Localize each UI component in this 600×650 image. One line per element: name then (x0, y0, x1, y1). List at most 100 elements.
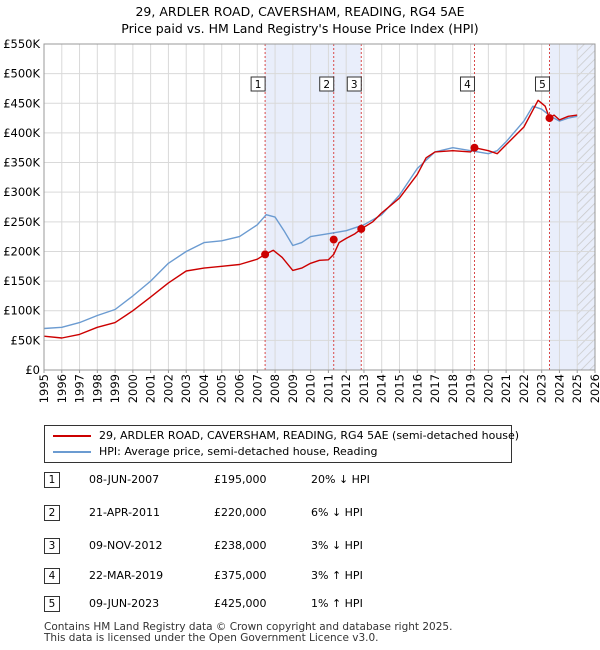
x-tick-label: 2017 (428, 374, 442, 403)
x-tick-label: 1996 (55, 374, 69, 403)
transaction-date: 09-JUN-2023 (89, 597, 160, 610)
transaction-hpi-diff: 20% ↓ HPI (311, 473, 370, 486)
sale-label: 4 (464, 79, 471, 91)
sale-point (470, 143, 479, 152)
x-tick-label: 2008 (268, 374, 282, 403)
y-tick-label: £200K (3, 244, 40, 258)
x-tick-label: 2023 (535, 374, 549, 403)
y-tick-label: £400K (3, 126, 40, 140)
legend: 29, ARDLER ROAD, CAVERSHAM, READING, RG4… (44, 425, 519, 463)
transaction-date: 21-APR-2011 (89, 506, 161, 519)
x-tick-label: 2011 (321, 374, 335, 403)
transaction-number: 5 (44, 596, 60, 612)
transaction-number: 2 (44, 505, 60, 521)
transaction-price: £425,000 (214, 597, 267, 610)
x-tick-label: 2020 (481, 374, 495, 403)
x-tick-label: 2001 (144, 374, 158, 403)
sale-point (357, 224, 366, 233)
x-tick-label: 2025 (570, 374, 584, 403)
x-tick-label: 2014 (375, 374, 389, 403)
y-tick-label: £100K (3, 304, 40, 318)
sale-label: 3 (351, 79, 358, 91)
forecast-hatch (577, 44, 595, 370)
sale-label-box (346, 76, 362, 92)
x-tick-label: 2002 (161, 374, 175, 403)
table-row: 3 09-NOV-2012 £238,000 3% ↓ HPI (44, 538, 444, 554)
sale-label-box (459, 76, 475, 92)
y-tick-label: £500K (3, 67, 40, 81)
transaction-date: 09-NOV-2012 (89, 539, 163, 552)
footer-licence: This data is licensed under the Open Gov… (44, 632, 379, 644)
x-tick-label: 2009 (286, 374, 300, 403)
transaction-hpi-diff: 3% ↓ HPI (311, 539, 363, 552)
sale-label-box (534, 76, 550, 92)
y-tick-label: £550K (3, 37, 40, 51)
transaction-price: £220,000 (214, 506, 267, 519)
transaction-hpi-diff: 3% ↑ HPI (311, 569, 363, 582)
y-tick-label: £150K (3, 274, 40, 288)
property-price-line (43, 99, 578, 339)
sale-label: 2 (323, 79, 330, 91)
x-tick-label: 1995 (37, 374, 51, 403)
sale-point (545, 114, 554, 123)
sale-point (329, 235, 338, 244)
footer-copyright: Contains HM Land Registry data © Crown c… (44, 621, 453, 633)
title-line-2: Price paid vs. HM Land Registry's House … (121, 21, 479, 36)
y-tick-label: £0 (25, 363, 40, 377)
x-tick-label: 2013 (357, 374, 371, 403)
x-tick-label: 2004 (197, 374, 211, 403)
gridlines (43, 43, 596, 371)
x-tick-label: 2003 (179, 374, 193, 403)
legend-swatch-property (53, 435, 91, 437)
sale-label-box (319, 76, 335, 92)
x-tick-label: 2005 (215, 374, 229, 403)
y-tick-label: £250K (3, 215, 40, 229)
x-tick-label: 1999 (108, 374, 122, 403)
x-tick-label: 2010 (304, 374, 318, 403)
transaction-number: 4 (44, 568, 60, 584)
x-tick-label: 2024 (552, 374, 566, 403)
transaction-number: 3 (44, 538, 60, 554)
title-line-1: 29, ARDLER ROAD, CAVERSHAM, READING, RG4… (135, 4, 465, 19)
shaded-range (265, 44, 362, 370)
table-row: 1 08-JUN-2007 £195,000 20% ↓ HPI (44, 472, 444, 488)
sale-label: 5 (539, 79, 546, 91)
x-tick-label: 2016 (410, 374, 424, 403)
table-row: 2 21-APR-2011 £220,000 6% ↓ HPI (44, 505, 444, 521)
sale-label-box (250, 76, 266, 92)
transaction-price: £375,000 (214, 569, 267, 582)
chart-background (44, 44, 595, 370)
transaction-hpi-diff: 1% ↑ HPI (311, 597, 363, 610)
sale-markers: 1 2 3 4 5 (250, 76, 554, 259)
y-tick-label: £50K (11, 333, 41, 347)
plot-frame (43, 43, 596, 371)
x-tick-label: 2015 (392, 374, 406, 403)
transaction-price: £238,000 (214, 539, 267, 552)
x-tick-label: 1998 (90, 374, 104, 403)
hpi-line (43, 105, 578, 330)
legend-label-hpi: HPI: Average price, semi-detached house,… (99, 445, 378, 458)
transaction-price: £195,000 (214, 473, 267, 486)
x-tick-label: 2007 (250, 374, 264, 403)
chart-title: 29, ARDLER ROAD, CAVERSHAM, READING, RG4… (0, 3, 600, 37)
sale-label: 1 (255, 79, 262, 91)
x-tick-label: 2022 (517, 374, 531, 403)
legend-label-property: 29, ARDLER ROAD, CAVERSHAM, READING, RG4… (99, 429, 520, 442)
x-tick-label: 2021 (499, 374, 513, 403)
price-chart: 1 2 3 4 5 £0 £50K £100K £150K £200K £250K £300K £35… (3, 37, 600, 403)
x-tick-label: 2018 (446, 374, 460, 403)
axes: £0 £50K £100K £150K £200K £250K £300K £350K £400… (3, 37, 600, 403)
x-tick-label: 1997 (73, 374, 87, 403)
x-tick-label: 2000 (126, 374, 140, 403)
y-tick-label: £350K (3, 156, 40, 170)
series-lines (43, 99, 578, 339)
transaction-hpi-diff: 6% ↓ HPI (311, 506, 363, 519)
transaction-date: 22-MAR-2019 (89, 569, 164, 582)
table-row: 5 09-JUN-2023 £425,000 1% ↑ HPI (44, 596, 444, 612)
sale-point (261, 250, 270, 259)
x-tick-label: 2012 (339, 374, 353, 403)
transaction-number: 1 (44, 472, 60, 488)
transaction-date: 08-JUN-2007 (89, 473, 160, 486)
y-tick-label: £300K (3, 185, 40, 199)
x-tick-label: 2026 (588, 374, 600, 403)
